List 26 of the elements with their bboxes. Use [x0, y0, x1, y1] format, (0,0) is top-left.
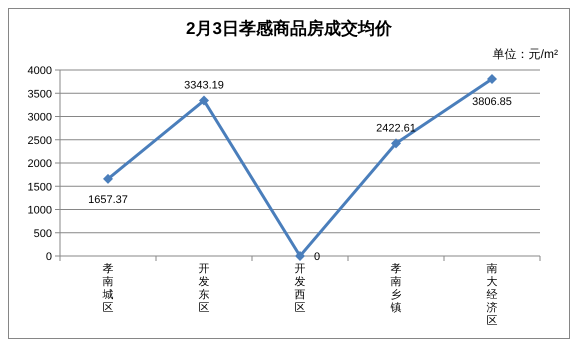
- point: [199, 96, 209, 106]
- data-label: 2422.61: [376, 122, 416, 134]
- point: [295, 251, 305, 261]
- x-tick-label: 南大经济区: [486, 262, 498, 327]
- y-tick-label: 2000: [28, 158, 52, 170]
- y-tick-label: 4000: [28, 65, 52, 77]
- x-tick-label: 孝南城区: [102, 262, 114, 314]
- y-tick-label: 2500: [28, 134, 52, 147]
- point: [103, 174, 113, 184]
- x-tick-label: 开发东区: [198, 263, 210, 314]
- x-tick-label: 开发西区: [294, 263, 306, 314]
- data-label: 3343.19: [184, 80, 224, 92]
- point: [391, 138, 401, 148]
- point: [487, 74, 497, 84]
- data-label: 0: [314, 251, 320, 263]
- data-label: 3806.85: [472, 96, 512, 108]
- y-tick-label: 3000: [28, 112, 52, 124]
- x-tick-label: 孝南乡镇: [390, 262, 402, 314]
- chart-title: 2月3日孝感商品房成交均价: [186, 19, 393, 38]
- data-label: 1657.37: [88, 194, 128, 206]
- y-tick-label: 1000: [28, 204, 52, 216]
- text: 单位：元/m²: [492, 47, 558, 61]
- y-tick-label: 3500: [28, 88, 52, 100]
- y-tick-label: 0: [46, 251, 52, 263]
- y-tick-label: 1500: [28, 181, 52, 194]
- y-tick-label: 500: [34, 228, 52, 240]
